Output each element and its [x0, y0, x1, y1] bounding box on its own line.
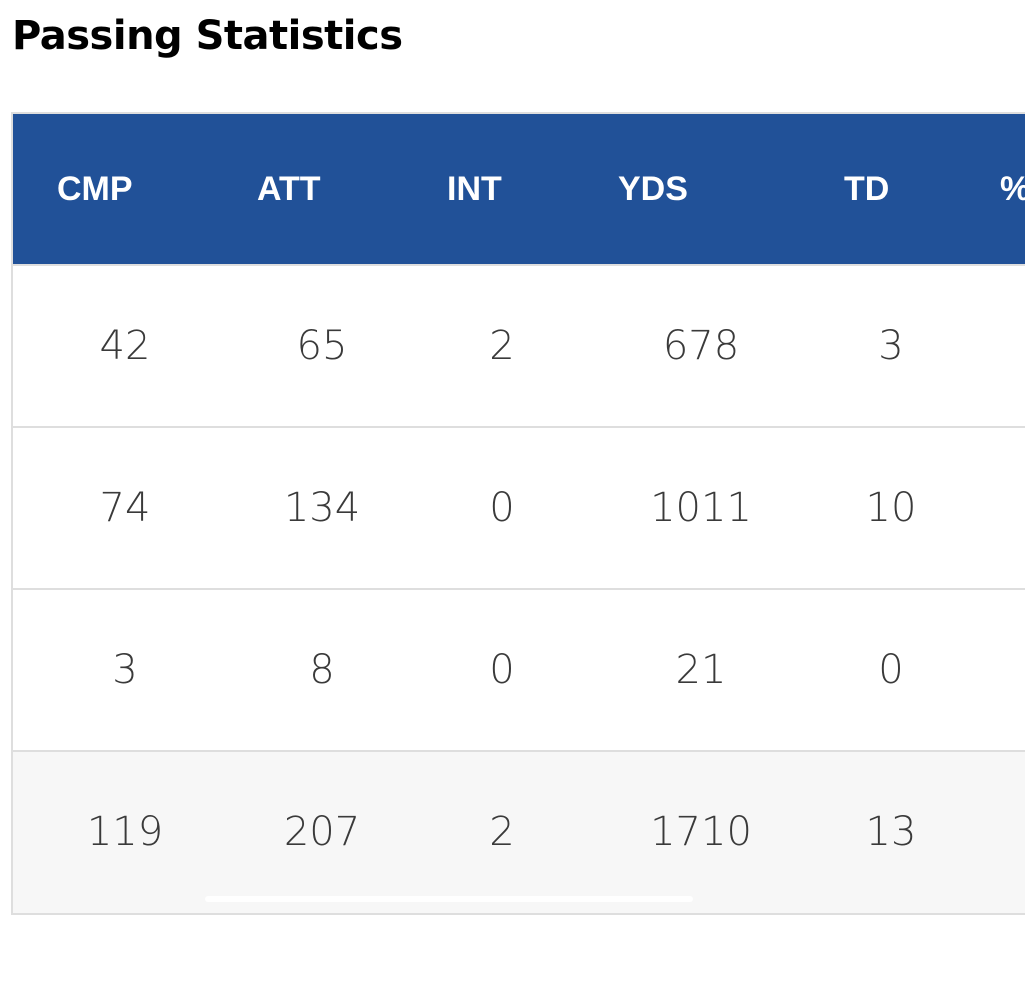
cell-att: 65: [296, 323, 348, 369]
column-header-att[interactable]: ATT: [257, 170, 321, 208]
column-header-cmp[interactable]: CMP: [57, 170, 133, 208]
table-header-row: CMP ATT INT YDS TD %: [13, 114, 1025, 266]
cell-att: 8: [309, 647, 335, 693]
cell-td: 3: [878, 323, 904, 369]
table-totals-row: 119 207 2 1710 13: [13, 752, 1025, 913]
cell-td: 0: [878, 647, 904, 693]
total-yds: 1710: [650, 809, 752, 855]
column-header-yds[interactable]: YDS: [618, 170, 688, 208]
cell-yds: 678: [662, 323, 740, 369]
cell-int: 0: [489, 647, 515, 693]
cell-cmp: 3: [112, 647, 138, 693]
table-row: 3 8 0 21 0: [13, 590, 1025, 752]
total-int: 2: [489, 809, 515, 855]
column-header-int[interactable]: INT: [447, 170, 502, 208]
total-att: 207: [283, 809, 361, 855]
table-row: 42 65 2 678 3: [13, 266, 1025, 428]
cell-att: 134: [283, 485, 361, 531]
passing-stats-table[interactable]: CMP ATT INT YDS TD % 42 65 2 678 3 74 13…: [11, 112, 1025, 915]
cell-yds: 1011: [650, 485, 752, 531]
cell-cmp: 42: [99, 323, 151, 369]
total-cmp: 119: [86, 809, 164, 855]
table-row: 74 134 0 1011 10: [13, 428, 1025, 590]
cell-yds: 21: [675, 647, 727, 693]
total-td: 13: [865, 809, 917, 855]
cell-int: 2: [489, 323, 515, 369]
page-title: Passing Statistics: [12, 13, 403, 59]
column-header-td[interactable]: TD: [844, 170, 890, 208]
cell-int: 0: [489, 485, 515, 531]
cell-cmp: 74: [99, 485, 151, 531]
horizontal-scrollbar[interactable]: [205, 896, 693, 902]
cell-td: 10: [865, 485, 917, 531]
column-header-pct[interactable]: %: [1000, 114, 1025, 264]
